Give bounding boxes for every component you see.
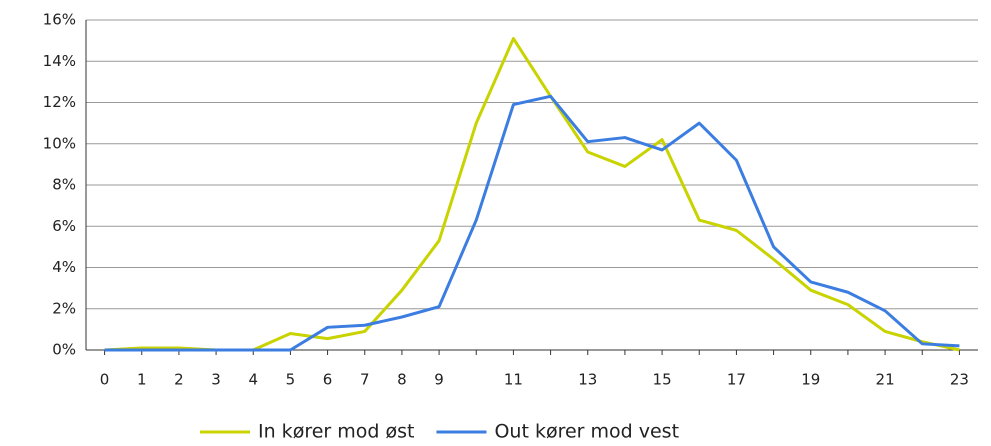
x-tick-label: 11 [504, 371, 523, 389]
series-line [104, 37, 960, 352]
x-tick-label: 9 [434, 371, 444, 389]
legend-label: In kører mod øst [258, 421, 414, 443]
x-tick-label: 7 [360, 371, 370, 389]
x-tick-label: 0 [100, 371, 110, 389]
y-tick-label: 6% [52, 217, 76, 235]
x-tick-label: 17 [727, 371, 746, 389]
y-tick-label: 4% [52, 258, 76, 276]
x-tick-label: 23 [950, 371, 969, 389]
x-tick-label: 2 [174, 371, 184, 389]
x-tick-label: 13 [578, 371, 597, 389]
y-tick-label: 0% [52, 341, 76, 359]
x-tick-label: 15 [653, 371, 672, 389]
y-tick-label: 10% [43, 134, 76, 152]
x-tick-label: 1 [137, 371, 147, 389]
x-tick-label: 21 [876, 371, 895, 389]
y-tick-label: 14% [43, 52, 76, 70]
x-tick-label: 6 [323, 371, 333, 389]
x-tick-label: 3 [211, 371, 221, 389]
y-tick-label: 12% [43, 93, 76, 111]
x-tick-label: 19 [801, 371, 820, 389]
y-tick-label: 8% [52, 176, 76, 194]
x-tick-label: 5 [286, 371, 296, 389]
x-tick-label: 4 [248, 371, 258, 389]
legend-label: Out kører mod vest [494, 421, 679, 443]
series-line [104, 94, 960, 352]
y-tick-label: 16% [43, 11, 76, 29]
y-tick-label: 2% [52, 299, 76, 317]
x-tick-label: 8 [397, 371, 407, 389]
